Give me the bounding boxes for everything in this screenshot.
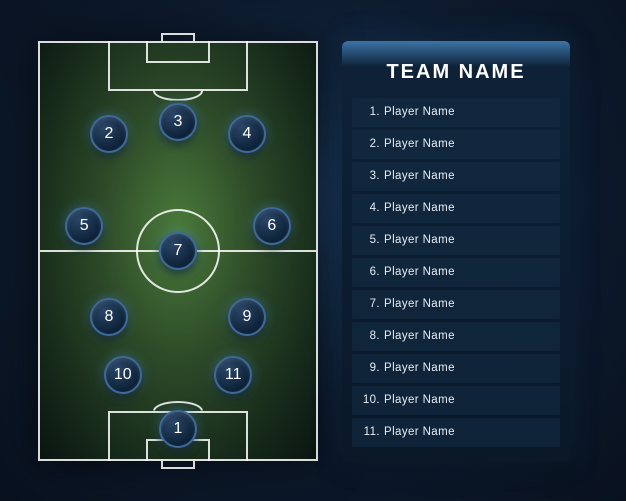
roster-row-number: 4. xyxy=(362,202,380,214)
roster-row-name: Player Name xyxy=(384,106,455,118)
roster-row-number: 9. xyxy=(362,362,380,374)
player-token-4: 4 xyxy=(228,115,266,153)
roster-row-name: Player Name xyxy=(384,202,455,214)
roster-row-number: 8. xyxy=(362,330,380,342)
player-token-1: 1 xyxy=(159,410,197,448)
roster-row-name: Player Name xyxy=(384,170,455,182)
roster-row-number: 11. xyxy=(362,426,380,438)
roster-row-number: 7. xyxy=(362,298,380,310)
player-token-5: 5 xyxy=(65,207,103,245)
roster-row-number: 5. xyxy=(362,234,380,246)
roster-row: 5. Player Name xyxy=(352,226,560,255)
roster-row: 4. Player Name xyxy=(352,194,560,223)
player-token-9: 9 xyxy=(228,298,266,336)
roster-row-name: Player Name xyxy=(384,362,455,374)
roster-row: 1. Player Name xyxy=(352,98,560,127)
roster-row: 3. Player Name xyxy=(352,162,560,191)
layout-wrap: 2345768910111 TEAM NAME 1.Player Name2.P… xyxy=(0,0,626,501)
roster-rows: 1.Player Name2.Player Name3.Player Name4… xyxy=(352,98,560,447)
roster-row: 2. Player Name xyxy=(352,130,560,159)
roster-row-name: Player Name xyxy=(384,138,455,150)
roster-row: 10. Player Name xyxy=(352,386,560,415)
roster-row: 6. Player Name xyxy=(352,258,560,287)
roster-row-number: 6. xyxy=(362,266,380,278)
roster-row-name: Player Name xyxy=(384,266,455,278)
roster-row-name: Player Name xyxy=(384,426,455,438)
roster-row-name: Player Name xyxy=(384,394,455,406)
roster-panel: TEAM NAME 1. Player Name 2. Player Name 3. Pl… xyxy=(342,41,570,461)
player-token-8: 8 xyxy=(90,298,128,336)
goal-box-top xyxy=(146,41,210,63)
roster-row-name: Player Name xyxy=(384,298,455,310)
player-token-10: 10 xyxy=(104,356,142,394)
player-token-3: 3 xyxy=(159,103,197,141)
player-token-6: 6 xyxy=(253,207,291,245)
team-title: TEAM NAME xyxy=(352,49,560,98)
roster-row: 8. Player Name xyxy=(352,322,560,351)
player-token-11: 11 xyxy=(214,356,252,394)
goal-bottom xyxy=(161,461,195,469)
roster-row-number: 10. xyxy=(362,394,380,406)
roster-row-number: 2. xyxy=(362,138,380,150)
goal-top xyxy=(161,33,195,41)
roster-row: 7. Player Name xyxy=(352,290,560,319)
roster-row: 11. Player Name xyxy=(352,418,560,447)
roster-row-number: 3. xyxy=(362,170,380,182)
roster-row: 9. Player Name xyxy=(352,354,560,383)
pitch-field: 2345768910111 xyxy=(38,41,318,461)
roster-row-name: Player Name xyxy=(384,234,455,246)
roster-row-name: Player Name xyxy=(384,330,455,342)
player-token-2: 2 xyxy=(90,115,128,153)
roster-row-number: 1. xyxy=(362,106,380,118)
player-token-7: 7 xyxy=(159,232,197,270)
